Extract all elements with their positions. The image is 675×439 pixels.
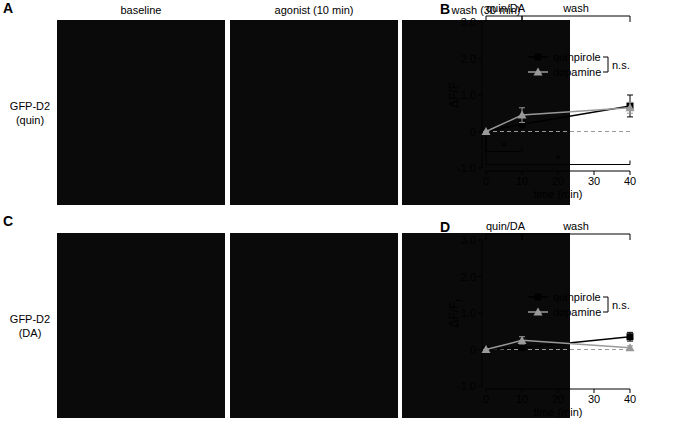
data-point bbox=[519, 344, 526, 351]
chart: D -1.0 0 1.0 2.0 3.0 0 10 20 30 40 time (min) ΔF/Fr q… bbox=[440, 219, 636, 418]
zero-line bbox=[486, 131, 630, 132]
y-tick bbox=[478, 386, 482, 387]
series-line bbox=[486, 337, 630, 350]
y-tick-label: 2.0 bbox=[461, 53, 476, 65]
plot-area bbox=[482, 95, 635, 135]
micrograph bbox=[402, 233, 570, 418]
period-label: wash bbox=[562, 2, 589, 14]
period-bar bbox=[522, 16, 630, 22]
data-point bbox=[483, 128, 490, 135]
micrograph bbox=[230, 233, 398, 418]
legend-note: n.s. bbox=[612, 299, 630, 311]
panel-label: D bbox=[440, 219, 450, 235]
micrograph bbox=[57, 233, 225, 418]
y-tick-label: -1.0 bbox=[457, 162, 476, 174]
panel-label: A bbox=[3, 0, 13, 16]
y-tick bbox=[478, 58, 482, 59]
x-tick-label: 0 bbox=[483, 175, 489, 187]
period-bar bbox=[522, 234, 630, 240]
data-point bbox=[482, 127, 491, 135]
y-tick bbox=[478, 22, 482, 23]
y-tick-label: 1.0 bbox=[461, 89, 476, 101]
legend-marker bbox=[534, 68, 543, 76]
panel-label: C bbox=[3, 213, 13, 229]
series-line bbox=[486, 340, 630, 349]
legend-marker bbox=[535, 54, 542, 61]
y-tick-label: 2.0 bbox=[461, 271, 476, 283]
data-point bbox=[518, 336, 527, 344]
x-axis-label: time (min) bbox=[534, 188, 583, 200]
y-tick bbox=[478, 276, 482, 277]
legend-label: dopamine bbox=[553, 66, 601, 78]
period-label: wash bbox=[562, 220, 589, 232]
significance-label: * bbox=[501, 139, 506, 154]
data-point bbox=[626, 103, 635, 111]
y-tick-label: 3.0 bbox=[461, 16, 476, 28]
x-tick-label: 20 bbox=[552, 175, 564, 187]
row-label: GFP-D2 bbox=[10, 100, 50, 112]
period-bar bbox=[486, 16, 522, 22]
y-tick bbox=[478, 95, 482, 96]
micrograph bbox=[402, 20, 570, 205]
plot-area bbox=[482, 332, 635, 353]
y-tick bbox=[478, 349, 482, 350]
legend-label: dopamine bbox=[553, 306, 601, 318]
x-tick-label: 30 bbox=[588, 393, 600, 405]
x-axis-label: time (min) bbox=[534, 406, 583, 418]
row-label: (quin) bbox=[16, 114, 44, 126]
figure: A GFP-D2 (quin) baseline agonist (10 min) was… bbox=[0, 0, 675, 439]
x-tick-label: 0 bbox=[483, 393, 489, 405]
y-axis-label-subscript: r bbox=[453, 298, 463, 301]
period-label: quin/DA bbox=[486, 220, 526, 232]
error-bar bbox=[627, 332, 633, 341]
legend: quinpirole dopamine n.s. bbox=[528, 291, 630, 318]
y-axis-label: ΔF/F bbox=[447, 82, 461, 108]
legend-bracket bbox=[603, 297, 608, 312]
y-tick-label: -1.0 bbox=[457, 380, 476, 392]
significance-label: * bbox=[555, 152, 560, 167]
row-label: GFP-D2 bbox=[10, 313, 50, 325]
y-axis-label: ΔF/Fr bbox=[447, 298, 463, 327]
x-tick-label: 10 bbox=[516, 175, 528, 187]
panel-label: B bbox=[440, 1, 450, 17]
data-point bbox=[627, 333, 634, 340]
legend: quinpirole dopamine n.s. bbox=[528, 51, 630, 78]
legend-label: quinpirole bbox=[553, 51, 601, 63]
y-tick-label: 0 bbox=[470, 344, 476, 356]
legend-marker bbox=[535, 294, 542, 301]
x-tick-label: 20 bbox=[552, 393, 564, 405]
series-line bbox=[486, 108, 630, 132]
y-axis-label-main: ΔF/F bbox=[447, 82, 461, 108]
y-tick-label: 3.0 bbox=[461, 234, 476, 246]
y-tick bbox=[478, 240, 482, 241]
image-title: agonist (10 min) bbox=[275, 4, 354, 16]
legend-bracket bbox=[603, 57, 608, 72]
row-label: (DA) bbox=[19, 327, 42, 339]
legend-note: n.s. bbox=[612, 59, 630, 71]
y-tick-label: 1.0 bbox=[461, 307, 476, 319]
legend-marker bbox=[534, 308, 543, 316]
y-tick bbox=[478, 131, 482, 132]
micrograph bbox=[230, 20, 398, 205]
series-line bbox=[486, 106, 630, 132]
y-tick bbox=[478, 313, 482, 314]
data-point bbox=[483, 346, 490, 353]
micrograph bbox=[57, 20, 225, 205]
x-tick-label: 40 bbox=[624, 175, 636, 187]
image-title: baseline bbox=[121, 4, 162, 16]
x-tick-label: 10 bbox=[516, 393, 528, 405]
chart: B -1.0 0 1.0 2.0 3.0 0 10 20 30 40 time (min) ΔF/F qu… bbox=[440, 1, 636, 200]
x-tick-label: 30 bbox=[588, 175, 600, 187]
legend-label: quinpirole bbox=[553, 291, 601, 303]
y-axis-label-main: ΔF/F bbox=[447, 301, 461, 327]
data-point bbox=[626, 343, 635, 351]
data-point bbox=[518, 111, 527, 119]
y-tick-label: 0 bbox=[470, 126, 476, 138]
y-tick bbox=[478, 168, 482, 169]
x-tick-label: 40 bbox=[624, 393, 636, 405]
period-label: quin/DA bbox=[486, 2, 526, 14]
data-point bbox=[482, 345, 491, 353]
period-bar bbox=[486, 234, 522, 240]
